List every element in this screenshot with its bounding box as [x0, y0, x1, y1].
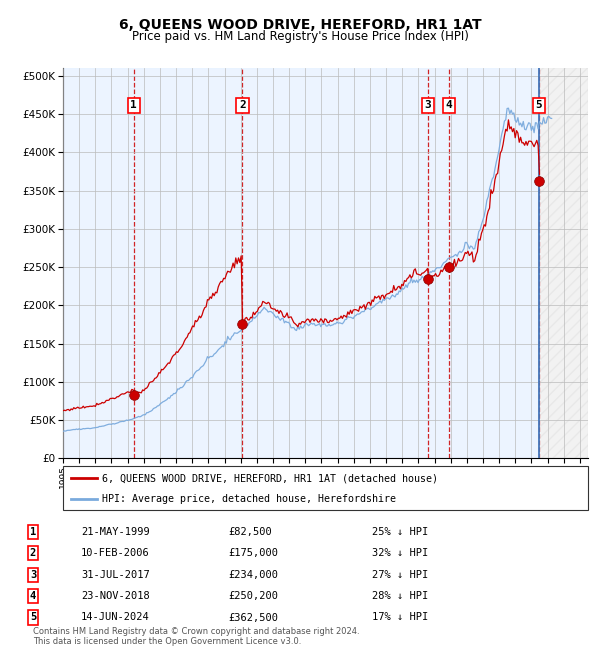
Text: 32% ↓ HPI: 32% ↓ HPI	[372, 548, 428, 558]
Text: 4: 4	[30, 591, 36, 601]
Text: £82,500: £82,500	[228, 526, 272, 537]
Text: 17% ↓ HPI: 17% ↓ HPI	[372, 612, 428, 623]
Text: 6, QUEENS WOOD DRIVE, HEREFORD, HR1 1AT (detached house): 6, QUEENS WOOD DRIVE, HEREFORD, HR1 1AT …	[103, 473, 439, 484]
Text: 14-JUN-2024: 14-JUN-2024	[81, 612, 150, 623]
Bar	[539, 68, 588, 458]
Text: 10-FEB-2006: 10-FEB-2006	[81, 548, 150, 558]
Text: £250,200: £250,200	[228, 591, 278, 601]
Text: 27% ↓ HPI: 27% ↓ HPI	[372, 569, 428, 580]
Text: Price paid vs. HM Land Registry's House Price Index (HPI): Price paid vs. HM Land Registry's House …	[131, 30, 469, 43]
Text: 1: 1	[30, 526, 36, 537]
Text: 3: 3	[30, 569, 36, 580]
Text: 4: 4	[446, 100, 452, 110]
Text: 28% ↓ HPI: 28% ↓ HPI	[372, 591, 428, 601]
Text: 25% ↓ HPI: 25% ↓ HPI	[372, 526, 428, 537]
Text: 5: 5	[535, 100, 542, 110]
Text: 2: 2	[30, 548, 36, 558]
Text: 6, QUEENS WOOD DRIVE, HEREFORD, HR1 1AT: 6, QUEENS WOOD DRIVE, HEREFORD, HR1 1AT	[119, 18, 481, 32]
Text: Contains HM Land Registry data © Crown copyright and database right 2024.
This d: Contains HM Land Registry data © Crown c…	[33, 627, 359, 646]
Bar	[63, 68, 539, 458]
Text: 1: 1	[130, 100, 137, 110]
FancyBboxPatch shape	[63, 466, 588, 510]
Text: HPI: Average price, detached house, Herefordshire: HPI: Average price, detached house, Here…	[103, 494, 397, 504]
Text: £362,500: £362,500	[228, 612, 278, 623]
Text: £234,000: £234,000	[228, 569, 278, 580]
Text: 21-MAY-1999: 21-MAY-1999	[81, 526, 150, 537]
Bar	[539, 68, 588, 458]
Text: 31-JUL-2017: 31-JUL-2017	[81, 569, 150, 580]
Text: £175,000: £175,000	[228, 548, 278, 558]
Text: 23-NOV-2018: 23-NOV-2018	[81, 591, 150, 601]
Text: 5: 5	[30, 612, 36, 623]
Text: 2: 2	[239, 100, 246, 110]
Text: 3: 3	[424, 100, 431, 110]
